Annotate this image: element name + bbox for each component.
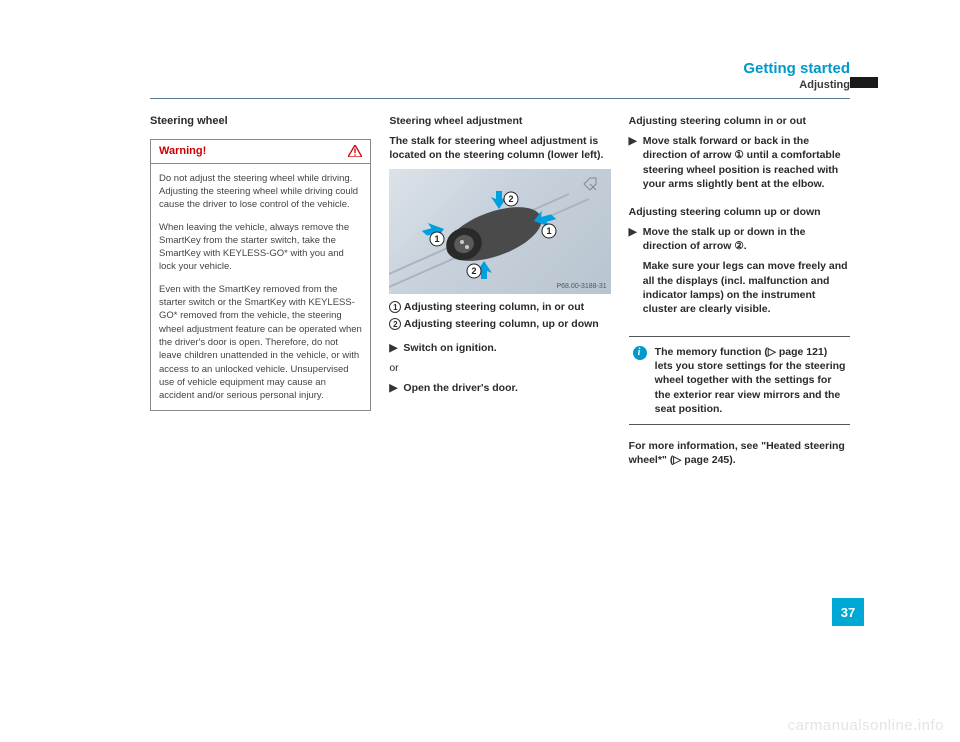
steering-stalk-diagram: 1 1 2 2 P68.00-3188-31 [389, 169, 610, 294]
column-1: Steering wheel Warning! Do not adjust th… [150, 114, 371, 467]
col3-act2a-text: Move the stalk up or down in the directi… [643, 225, 850, 253]
or-text: or [389, 361, 610, 375]
col1-heading: Steering wheel [150, 114, 371, 129]
col3-act2: ▶ Move the stalk up or down in the direc… [629, 225, 850, 316]
warning-p3: Even with the SmartKey removed from the … [159, 283, 362, 403]
column-2: Steering wheel adjustment The stalk for … [389, 114, 610, 467]
legend2-text: Adjusting steering column, up or down [404, 318, 599, 330]
header-subtitle: Adjusting [743, 79, 850, 91]
col3-act2b-text: Make sure your legs can move freely and … [643, 259, 850, 316]
col3-sub2: Adjusting steering column up or down [629, 205, 850, 219]
circled-1-icon: 1 [389, 301, 401, 313]
col3-act2-block: Move the stalk up or down in the directi… [643, 225, 850, 316]
warning-p2: When leaving the vehicle, always remove … [159, 221, 362, 274]
svg-text:2: 2 [509, 194, 514, 204]
info-icon [633, 346, 647, 360]
warning-triangle-icon [348, 145, 362, 157]
column-3: Adjusting steering column in or out ▶ Mo… [629, 114, 850, 467]
legend-1: 1 Adjusting steering column, in or out [389, 300, 610, 314]
svg-text:1: 1 [435, 234, 440, 244]
page-header: Getting started Adjusting [743, 60, 850, 91]
diagram-ref: P68.00-3188-31 [556, 282, 606, 291]
action1-text: Switch on ignition. [403, 341, 496, 355]
header-title: Getting started [743, 60, 850, 77]
circled-2-icon: 2 [389, 318, 401, 330]
action-arrow-icon: ▶ [629, 225, 637, 316]
section-tab [850, 77, 878, 88]
content-columns: Steering wheel Warning! Do not adjust th… [150, 114, 850, 467]
warning-box: Warning! Do not adjust the steering whee… [150, 139, 371, 412]
col2-intro: The stalk for steering wheel adjustment … [389, 134, 610, 162]
col2-heading: Steering wheel adjustment [389, 114, 610, 128]
col3-act1-text: Move stalk forward or back in the direct… [643, 134, 850, 191]
col3-act1: ▶ Move stalk forward or back in the dire… [629, 134, 850, 191]
header-rule [150, 98, 850, 99]
watermark: carmanualsonline.info [788, 717, 944, 734]
legend1-text: Adjusting steering column, in or out [404, 301, 584, 313]
col3-footer: For more information, see "Heated steeri… [629, 439, 850, 467]
svg-text:2: 2 [472, 266, 477, 276]
warning-header: Warning! [151, 140, 370, 164]
warning-p1: Do not adjust the steering wheel while d… [159, 172, 362, 212]
manual-page: Getting started Adjusting Steering wheel… [150, 60, 850, 640]
action-arrow-icon: ▶ [629, 134, 637, 191]
svg-text:1: 1 [547, 226, 552, 236]
action-2: ▶ Open the driver's door. [389, 381, 610, 395]
action-1: ▶ Switch on ignition. [389, 341, 610, 355]
action-arrow-icon: ▶ [389, 341, 397, 355]
info-box: The memory function (▷ page 121) lets yo… [629, 336, 850, 425]
legend-2: 2 Adjusting steering column, up or down [389, 317, 610, 331]
action-arrow-icon: ▶ [389, 381, 397, 395]
page-number: 37 [832, 598, 864, 626]
warning-body: Do not adjust the steering wheel while d… [151, 164, 370, 411]
info-text: The memory function (▷ page 121) lets yo… [655, 345, 846, 416]
action2-text: Open the driver's door. [403, 381, 518, 395]
col3-sub1: Adjusting steering column in or out [629, 114, 850, 128]
warning-label: Warning! [159, 144, 206, 159]
